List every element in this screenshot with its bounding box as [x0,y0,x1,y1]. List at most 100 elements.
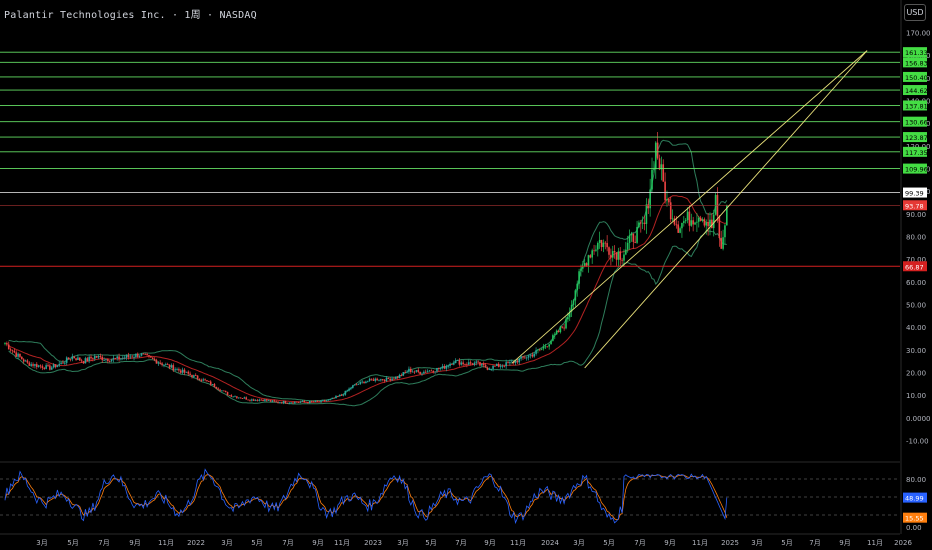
y-tick-label: 0.0000 [906,415,931,423]
y-tick-label: 90.00 [906,211,926,219]
candle-body [548,344,550,347]
candle-body [720,238,723,249]
candle-body [423,371,425,374]
candle-body [209,381,212,385]
y-tick-label: 50.00 [906,302,926,310]
price-line-label: 161.33 [905,49,928,57]
candle-body [669,202,672,220]
candle-body [131,356,133,358]
candle-body [625,249,627,255]
candle-body [101,356,104,361]
y-tick-label: 60.00 [906,279,926,287]
price-line-label: 150.40 [905,74,928,82]
candle-body [462,362,464,365]
candle-body [120,358,122,360]
candle-body [258,399,261,401]
candle-body [426,371,429,373]
candle-body [204,379,206,381]
candle-body [273,400,276,402]
candle-body [531,354,534,357]
candle-body [346,390,349,392]
candle-body [524,357,526,359]
candle-body [611,251,614,258]
candle-body [136,353,139,357]
candle-body [348,388,350,391]
price-line-label: 66.87 [905,263,924,271]
candle-body [135,353,137,357]
candle-body [368,378,371,381]
x-tick-label: 7月 [455,539,466,547]
candle-body [540,348,543,350]
candle-body [552,335,554,341]
candle-body [726,205,728,226]
candle-body [374,378,377,381]
candle-body [15,352,18,357]
candle-body [591,250,593,258]
candle-body [453,363,455,365]
x-tick-label: 9月 [839,539,850,547]
x-tick-label: 3月 [36,539,47,547]
price-line-label-bg [903,47,927,58]
candle-body [482,363,485,366]
candle-body [664,181,666,201]
price-line-label-bg [903,85,927,96]
candle-body [703,219,706,226]
moving-average-line [8,195,728,403]
stoch-k-label: 48.99 [905,495,924,503]
candle-body [660,164,663,170]
candle-body [589,255,592,258]
candle-body [41,366,44,368]
candle-body [34,364,36,366]
candle-body [112,357,115,360]
candle-body [335,396,337,399]
currency-button[interactable]: USD [904,4,926,21]
candle-body [391,378,393,381]
x-tick-label: 9月 [129,539,140,547]
candle-body [683,221,685,223]
y-tick-label: -10.00 [906,438,929,446]
candle-body [157,362,160,364]
candle-body [77,357,79,361]
candle-body [546,346,549,348]
candle-body [277,401,279,403]
candle-body [232,396,234,398]
candle-body [56,365,59,368]
candle-body [105,359,107,360]
candle-body [606,243,608,248]
candle-body [677,224,679,233]
candle-body [634,241,636,243]
x-tick-label: 5月 [603,539,614,547]
candle-body [323,400,326,402]
candle-body [445,366,448,369]
price-line-label: 99.39 [905,190,924,198]
candle-body [142,353,145,355]
candle-body [181,369,184,373]
candle-body [217,388,219,390]
candle-body [37,365,40,367]
candle-body [99,355,102,357]
candle-body [17,353,19,357]
candle-body [224,390,227,392]
candle-body [496,363,498,367]
candle-body [144,353,147,355]
candle-body [389,378,392,381]
candle-body [686,211,689,221]
candle-body [309,400,311,403]
candle-body [269,400,272,402]
candle-body [116,356,118,359]
candle-body [82,361,85,364]
candle-body [249,399,251,401]
candle-body [630,233,633,236]
candle-body [168,364,171,368]
candle-body [294,401,296,404]
candle-body [486,367,489,370]
candle-body [595,249,597,251]
candle-body [219,389,221,391]
candle-body [230,395,233,397]
candle-body [582,266,584,269]
price-line-label-bg [903,187,927,198]
candle-body [580,268,582,272]
candle-body [718,216,721,239]
